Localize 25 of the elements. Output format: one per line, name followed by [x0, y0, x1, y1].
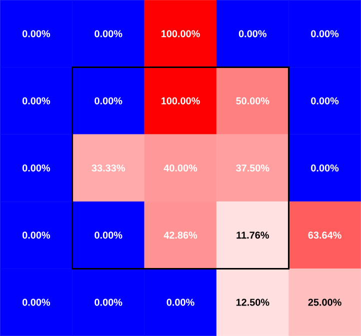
data-label: 50.00% [236, 97, 270, 104]
data-label: 0.00% [94, 97, 122, 104]
data-label: 0.00% [238, 30, 266, 38]
data-label: 0.00% [22, 232, 50, 239]
data-label: 100.00% [161, 30, 200, 38]
data-label: 100.00% [161, 97, 200, 104]
data-label: 42.86% [164, 232, 198, 239]
data-label: 25.00% [308, 298, 342, 306]
data-label: 0.00% [22, 97, 50, 104]
data-label: 0.00% [166, 298, 194, 306]
data-label: 0.00% [22, 30, 50, 38]
data-label: 0.00% [94, 30, 122, 38]
data-label: 11.76% [236, 232, 269, 239]
data-label: 0.00% [311, 164, 339, 172]
data-label: 37.50% [236, 164, 270, 172]
data-label: 0.00% [22, 164, 50, 172]
data-label: 33.33% [92, 164, 125, 172]
data-label: 12.50% [236, 298, 270, 306]
data-label: 0.00% [94, 232, 122, 239]
data-label: 0.00% [311, 97, 339, 104]
data-label: 40.00% [164, 164, 198, 172]
data-label: 63.64% [308, 232, 342, 239]
data-label: 0.00% [22, 298, 50, 306]
data-label: 0.00% [311, 30, 339, 38]
data-label: 0.00% [94, 298, 122, 306]
